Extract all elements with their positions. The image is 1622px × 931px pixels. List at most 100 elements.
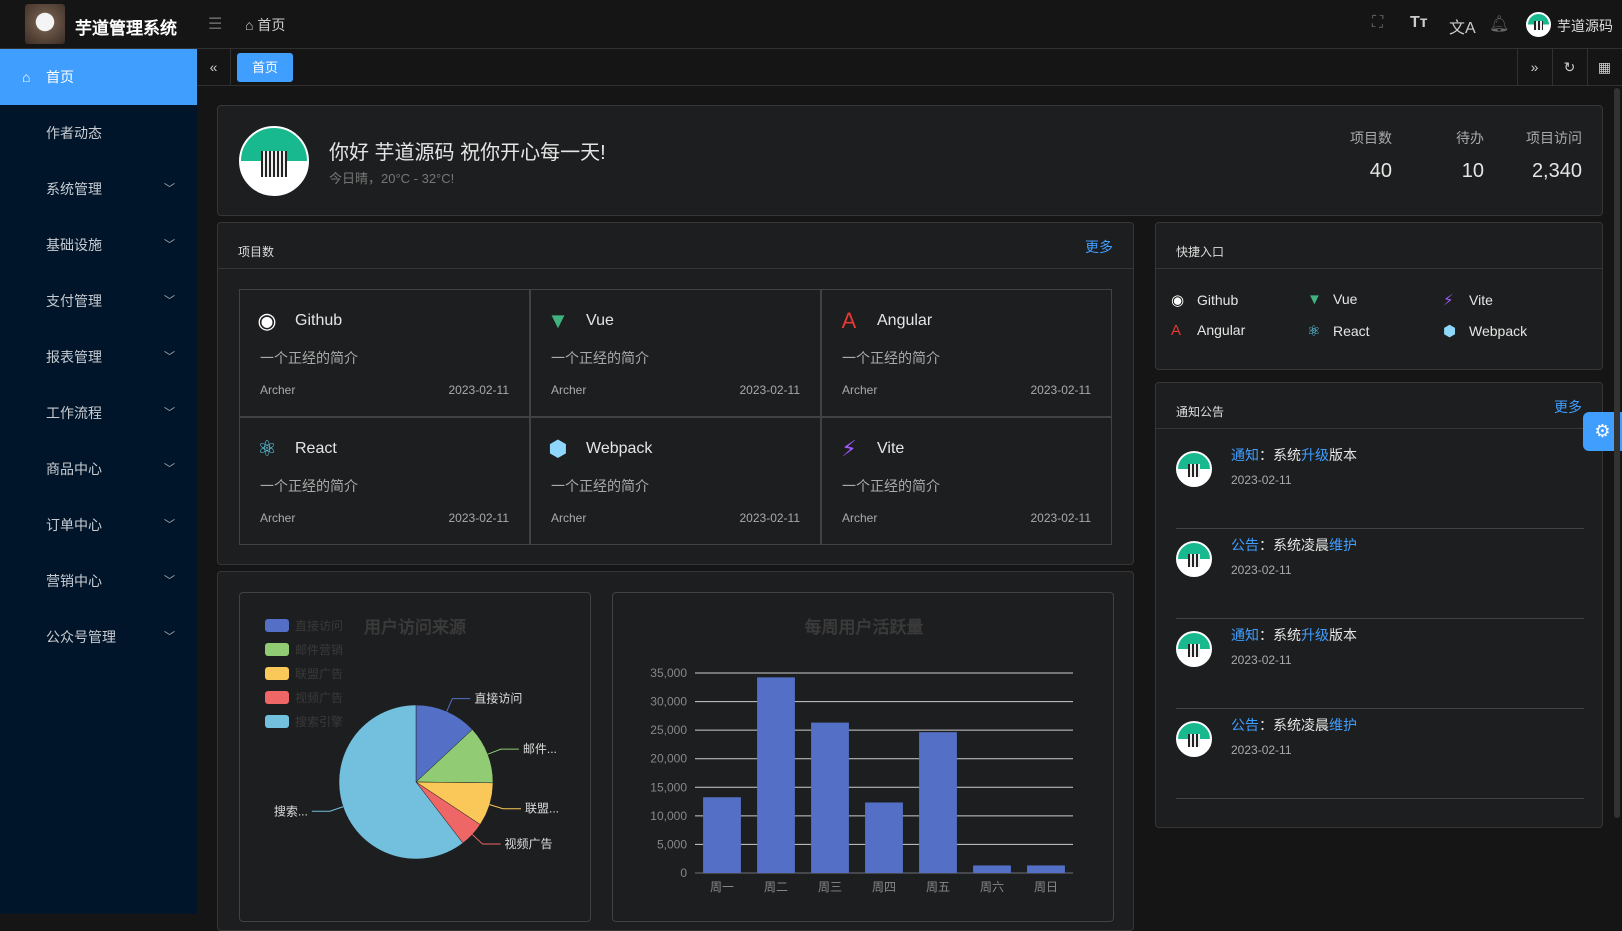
legend-swatch	[265, 643, 289, 656]
project-tile[interactable]: A Angular 一个正经的简介 Archer 2023-02-11	[821, 289, 1112, 417]
chevron-down-icon: ﹀	[164, 463, 175, 475]
sidebar-item-label: 公众号管理	[46, 629, 116, 645]
sidebar-item-label: 作者动态	[46, 125, 102, 141]
y-tick-label: 20,000	[650, 752, 687, 766]
scroll-right-icon[interactable]: »	[1517, 49, 1551, 86]
chevron-down-icon: ﹀	[164, 631, 175, 643]
quick-entry-item[interactable]: ⚛ React	[1307, 322, 1370, 340]
user-name[interactable]: 芋道源码	[1557, 18, 1613, 34]
sidebar-item[interactable]: 营销中心 ﹀	[0, 553, 197, 609]
project-desc: 一个正经的简介	[551, 478, 649, 494]
sidebar-item[interactable]: 支付管理 ﹀	[0, 273, 197, 329]
quick-entry-item[interactable]: ⚡ Vite	[1443, 291, 1493, 309]
bar	[703, 797, 741, 873]
menu-collapse-icon[interactable]: ☰	[208, 16, 223, 33]
project-name: Github	[295, 312, 343, 329]
x-tick-label: 周三	[818, 880, 842, 894]
notice-item[interactable]: 公告：系统凌晨维护 2023-02-11	[1176, 709, 1584, 799]
y-tick-label: 5,000	[657, 837, 687, 851]
sidebar-item[interactable]: 报表管理 ﹀	[0, 329, 197, 385]
notice-highlight: 维护	[1329, 537, 1357, 553]
translate-icon[interactable]: 文A	[1449, 20, 1476, 37]
notice-text: 公告：系统凌晨维护	[1231, 715, 1357, 735]
greeting: 你好 芋道源码 祝你开心每一天!	[329, 142, 606, 164]
y-tick-label: 25,000	[650, 723, 687, 737]
font-size-icon[interactable]: Tт	[1410, 14, 1428, 31]
react-icon: ⚛	[1307, 323, 1321, 340]
vue-icon: ▼	[1307, 291, 1322, 308]
grid-menu-icon[interactable]: ▦	[1587, 49, 1621, 86]
quick-entry-label: Angular	[1197, 322, 1246, 338]
stat-visits: 项目访问 2,340	[1518, 128, 1582, 183]
bar	[1027, 865, 1065, 873]
user-avatar[interactable]	[1526, 12, 1551, 37]
tab-home[interactable]: 首页	[237, 53, 293, 82]
scroll-left-icon[interactable]: «	[197, 49, 231, 86]
notice-highlight: 升级	[1301, 447, 1329, 463]
bell-icon[interactable]: 🔔︎	[1489, 16, 1510, 33]
separator: ：	[1259, 717, 1273, 733]
notice-highlight: 维护	[1329, 717, 1357, 733]
separator: ：	[1259, 537, 1273, 553]
notice-item[interactable]: 通知：系统升级版本 2023-02-11	[1176, 439, 1584, 529]
notice-more-link[interactable]: 更多	[1554, 399, 1582, 415]
projects-more-link[interactable]: 更多	[1085, 239, 1113, 255]
x-tick-label: 周四	[872, 880, 896, 894]
notice-item[interactable]: 通知：系统升级版本 2023-02-11	[1176, 619, 1584, 709]
breadcrumb[interactable]: ⌂ 首页	[245, 15, 285, 35]
fullscreen-icon[interactable]: ⛶	[1372, 14, 1384, 31]
chevron-down-icon: ﹀	[164, 351, 175, 363]
refresh-icon[interactable]: ↻	[1552, 49, 1586, 86]
vite-icon: ⚡	[841, 436, 857, 461]
chevron-down-icon: ﹀	[164, 295, 175, 307]
project-tile[interactable]: ▼ Vue 一个正经的简介 Archer 2023-02-11	[530, 289, 821, 417]
stat-label: 项目访问	[1526, 130, 1582, 146]
pie-chart-panel: 用户访问来源 直接访问 邮件营销 联盟广告 视频广告 搜索引擎 直接访问 邮件... 联盟...…	[239, 592, 591, 922]
x-tick-label: 周日	[1034, 880, 1058, 894]
quick-entry-label: Vite	[1469, 292, 1493, 308]
separator: ：	[1259, 447, 1273, 463]
project-tile[interactable]: ◉ Github 一个正经的简介 Archer 2023-02-11	[239, 289, 530, 417]
stat-label: 项目数	[1350, 130, 1392, 146]
project-author: Archer	[842, 383, 878, 397]
project-tile[interactable]: ⚡ Vite 一个正经的简介 Archer 2023-02-11	[821, 417, 1112, 545]
chevron-down-icon: ﹀	[164, 519, 175, 531]
sidebar-item[interactable]: 工作流程 ﹀	[0, 385, 197, 441]
notice-type: 公告	[1231, 537, 1259, 553]
sidebar-item[interactable]: 商品中心 ﹀	[0, 441, 197, 497]
notice-text-part: 系统	[1273, 627, 1301, 643]
quick-entry-item[interactable]: ⬢ Webpack	[1443, 322, 1527, 340]
sidebar-item-label: 首页	[46, 69, 74, 85]
webpack-icon: ⬢	[1443, 323, 1457, 340]
sidebar-item[interactable]: 作者动态	[0, 105, 197, 161]
quick-entry-card: 快捷入口 ◉ Github ▼ Vue ⚡ Vite A Angular ⚛ React ⬢ Webp…	[1155, 222, 1603, 370]
legend-swatch	[265, 715, 289, 728]
project-tile[interactable]: ⬢ Webpack 一个正经的简介 Archer 2023-02-11	[530, 417, 821, 545]
sidebar-item[interactable]: 公众号管理 ﹀	[0, 609, 197, 665]
bar	[757, 677, 795, 873]
sidebar-item[interactable]: ⌂ 首页	[0, 49, 197, 105]
project-desc: 一个正经的简介	[842, 350, 940, 366]
quick-entry-item[interactable]: A Angular	[1171, 322, 1245, 339]
notice-item[interactable]: 公告：系统凌晨维护 2023-02-11	[1176, 529, 1584, 619]
github-icon: ◉	[257, 308, 277, 333]
sidebar-item-label: 报表管理	[46, 349, 102, 365]
quick-entry-title: 快捷入口	[1176, 245, 1225, 259]
quick-entry-item[interactable]: ▼ Vue	[1307, 291, 1357, 308]
sidebar-item[interactable]: 订单中心 ﹀	[0, 497, 197, 553]
chart-title: 用户访问来源	[364, 617, 466, 637]
scrollbar[interactable]	[1614, 88, 1620, 818]
divider	[1156, 268, 1602, 269]
project-tile[interactable]: ⚛ React 一个正经的简介 Archer 2023-02-11	[239, 417, 530, 545]
legend-label: 联盟广告	[295, 667, 343, 681]
project-date: 2023-02-11	[1030, 383, 1092, 397]
charts-card: 用户访问来源 直接访问 邮件营销 联盟广告 视频广告 搜索引擎 直接访问 邮件... 联盟...…	[217, 571, 1134, 931]
sidebar-item[interactable]: 基础设施 ﹀	[0, 217, 197, 273]
notice-text-part: 版本	[1329, 627, 1357, 643]
sidebar-item[interactable]: 系统管理 ﹀	[0, 161, 197, 217]
vite-icon: ⚡	[1443, 292, 1454, 309]
quick-entry-item[interactable]: ◉ Github	[1171, 291, 1238, 309]
slice-label: 邮件...	[523, 742, 557, 756]
welcome-card: 你好 芋道源码 祝你开心每一天! 今日晴，20°C - 32°C! 项目数 40…	[217, 105, 1603, 216]
project-desc: 一个正经的简介	[551, 350, 649, 366]
